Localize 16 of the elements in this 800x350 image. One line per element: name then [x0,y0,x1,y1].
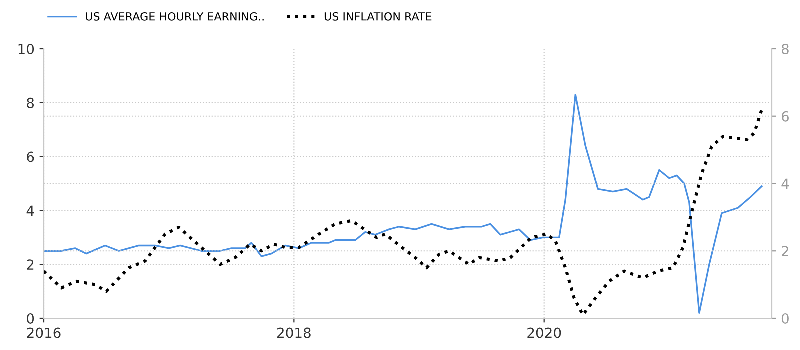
y2-tick-label: 2 [782,246,788,256]
x-tick-label: 2018 [278,328,311,338]
y-tick-label: 2 [27,260,34,270]
y2-tick-label: 6 [782,111,789,122]
legend-label: US AVERAGE HOURLY EARNING.. [86,12,264,21]
y-tick-label: 4 [26,206,34,216]
x-tick-label: 2016 [27,328,61,338]
y2-tick-label: 0 [782,313,789,324]
y2-tick-label: 8 [782,44,789,54]
y-tick-label: 8 [27,98,34,108]
x-tick-label: 2020 [528,328,562,338]
y-tick-label: 0 [27,313,34,324]
y-tick-label: 10 [18,44,34,54]
legend-label: US INFLATION RATE [324,12,432,21]
y-tick-label: 6 [27,152,34,162]
y2-tick-label: 4 [782,178,790,190]
